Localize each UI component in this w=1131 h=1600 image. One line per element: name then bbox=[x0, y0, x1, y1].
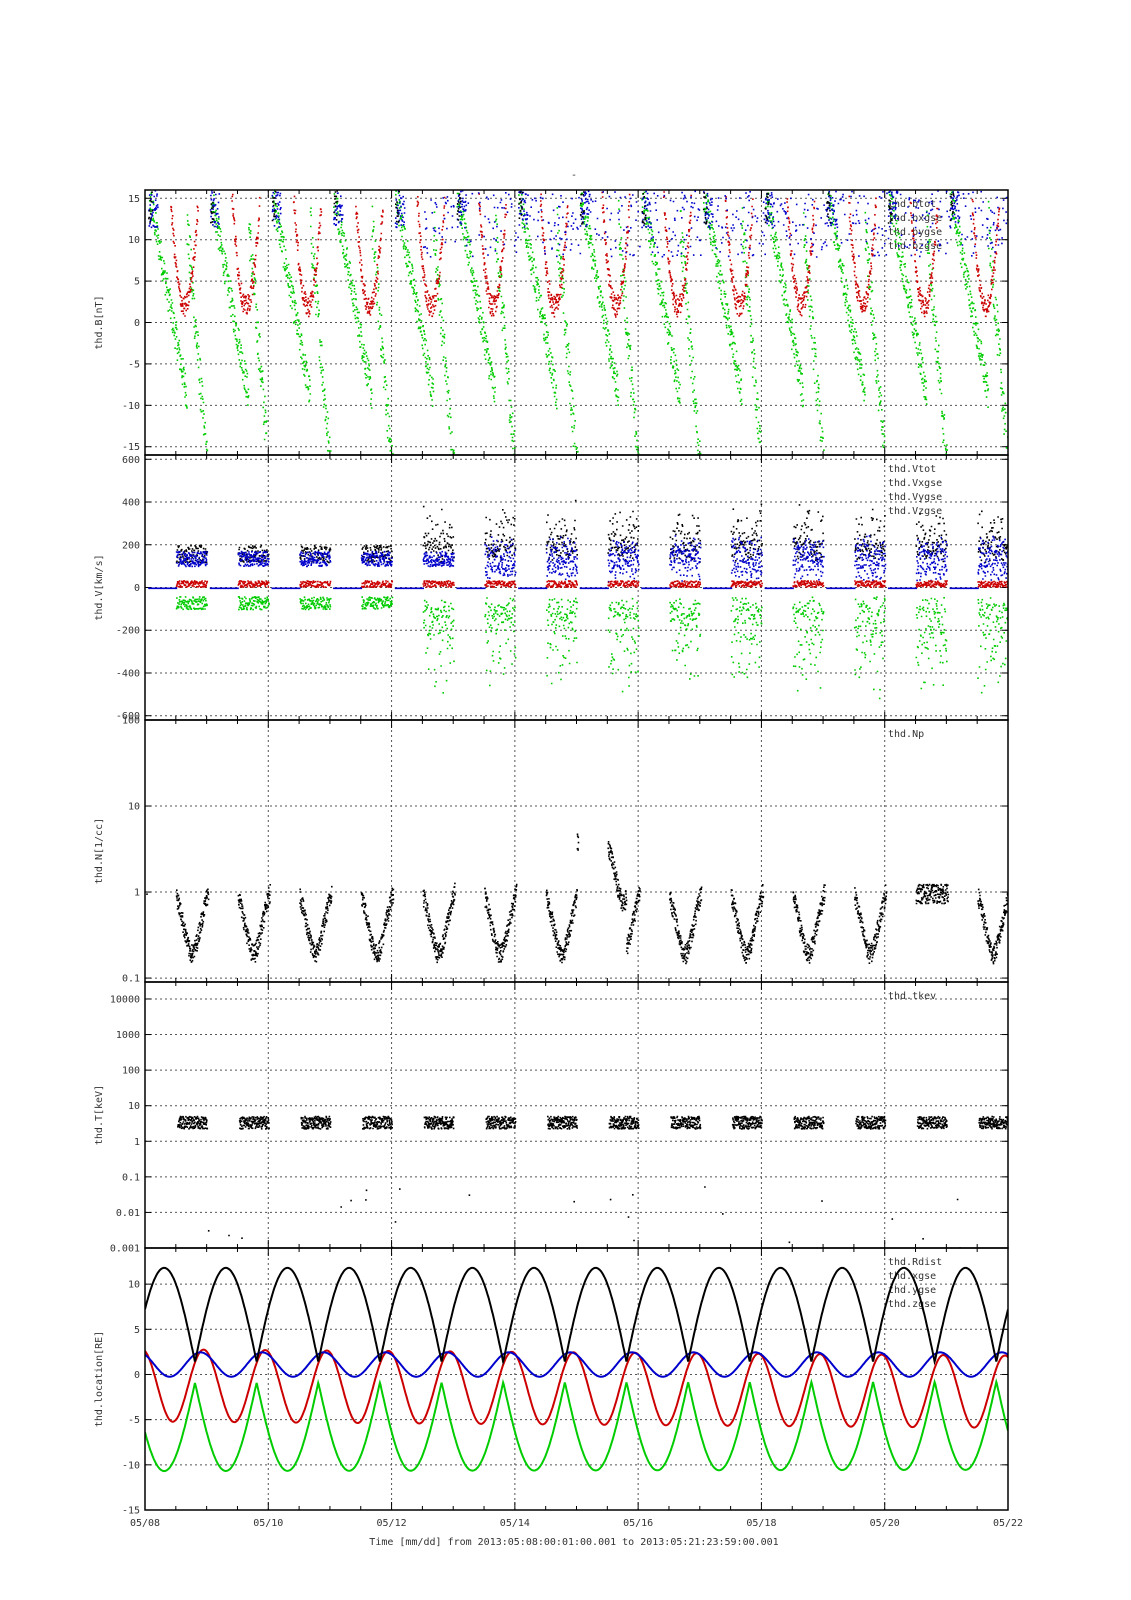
y-tick-label: 200 bbox=[122, 540, 140, 551]
y-tick-label: 1 bbox=[134, 888, 140, 899]
y-tick-label: -10 bbox=[122, 401, 140, 412]
top-mark: - bbox=[571, 170, 577, 181]
legend-entry: thd.btot bbox=[888, 199, 936, 210]
y-tick-label: 10 bbox=[128, 235, 140, 246]
panel-2: 600 400 200 0 -200 -400 -600 thd.V[km/s] thd.Vto… bbox=[94, 454, 1009, 722]
x-tick-label: 05/20 bbox=[870, 1518, 900, 1529]
x-tick-label: 05/16 bbox=[623, 1518, 653, 1529]
panel-1: 15 10 5 0 -5 -10 -15 thd.B[nT] thd.btot thd.bxgse… bbox=[94, 189, 1009, 456]
panel-data bbox=[145, 1266, 1008, 1473]
y-tick-label: 400 bbox=[122, 498, 140, 509]
x-tick-label: 05/10 bbox=[253, 1518, 283, 1529]
series-rdist bbox=[145, 1266, 1008, 1366]
series-bxgse bbox=[170, 191, 1001, 318]
y-tick-label: -200 bbox=[116, 626, 140, 637]
panel-grid bbox=[145, 1248, 1008, 1510]
y-tick-label: -5 bbox=[128, 359, 140, 370]
x-tick-label: 05/22 bbox=[993, 1518, 1023, 1529]
y-tick-label: 5 bbox=[134, 277, 140, 288]
y-tick-label: 0.001 bbox=[110, 1244, 140, 1255]
x-axis-label: Time [mm/dd] from 2013:05:08:00:01:00.00… bbox=[369, 1537, 778, 1548]
panel-data bbox=[146, 833, 1008, 965]
series-tkev bbox=[177, 1115, 1008, 1130]
y-tick-label: 0 bbox=[134, 1370, 140, 1381]
panel-data bbox=[148, 190, 1008, 455]
x-tick-label: 05/08 bbox=[130, 1518, 160, 1529]
panel-4: 10000 1000 100 10 1 0.1 0.01 0.001 thd.T[keV] thd… bbox=[94, 981, 1009, 1255]
series-vtot bbox=[175, 499, 1008, 564]
legend-entry: thd.zgse bbox=[888, 1299, 936, 1310]
series-vzgse bbox=[148, 535, 1008, 590]
y-axis-label: thd.B[nT] bbox=[94, 295, 105, 349]
y-tick-label: -10 bbox=[122, 1460, 140, 1471]
series-bzgse bbox=[148, 190, 1008, 258]
panel-frame bbox=[144, 1247, 1009, 1511]
legend-entry: thd.bzgse bbox=[888, 241, 942, 252]
panel-grid bbox=[145, 720, 1008, 982]
y-tick-label: -5 bbox=[128, 1415, 140, 1426]
x-tick-label: 05/14 bbox=[500, 1518, 530, 1529]
y-tick-label: 10000 bbox=[110, 994, 140, 1005]
panel-grid bbox=[145, 982, 1008, 1248]
y-tick-label: -15 bbox=[122, 1506, 140, 1517]
y-tick-label: 0.1 bbox=[122, 974, 140, 985]
y-tick-label: 10 bbox=[128, 1101, 140, 1112]
y-tick-label: 0.1 bbox=[122, 1172, 140, 1183]
panel-data bbox=[177, 1115, 1008, 1248]
series-zgse bbox=[145, 1351, 1008, 1378]
legend-entry: thd.Vtot bbox=[888, 464, 936, 475]
y-tick-label: 1000 bbox=[116, 1030, 140, 1041]
legend-entry: thd.Vygse bbox=[888, 492, 942, 503]
series-np bbox=[146, 833, 1008, 965]
panel-grid bbox=[145, 190, 1008, 455]
y-tick-label: 15 bbox=[128, 194, 140, 205]
y-axis-label: thd.V[km/s] bbox=[94, 554, 105, 620]
y-tick-label: -15 bbox=[122, 442, 140, 453]
legend-entry: thd.Np bbox=[888, 729, 924, 740]
legend-entry: thd.Rdist bbox=[888, 1257, 942, 1268]
y-tick-label: -600 bbox=[116, 711, 140, 722]
y-tick-label: 10 bbox=[128, 1280, 140, 1291]
y-tick-label: 10 bbox=[128, 802, 140, 813]
y-tick-label: 0 bbox=[134, 318, 140, 329]
y-tick-label: 0.01 bbox=[116, 1208, 140, 1219]
x-tick-label: 05/12 bbox=[377, 1518, 407, 1529]
panel-frame bbox=[144, 719, 1009, 983]
legend-entry: thd.bxgse bbox=[888, 213, 942, 224]
y-axis-label: thd.N[1/cc] bbox=[94, 818, 105, 884]
y-tick-label: 0 bbox=[134, 583, 140, 594]
series-bygse bbox=[148, 190, 1008, 455]
panel-data bbox=[148, 499, 1008, 700]
series-ygse bbox=[145, 1377, 1008, 1473]
series-vygse bbox=[175, 596, 1008, 700]
y-tick-label: 100 bbox=[122, 716, 140, 727]
y-axis-label: thd.location[RE] bbox=[94, 1331, 105, 1427]
panel-3: 100 10 1 0.1 thd.N[1/cc] thd.Np bbox=[94, 716, 1009, 985]
panel-5: 10 5 0 -5 -10 -15 thd.location[RE] thd.Rdist thd… bbox=[94, 1247, 1009, 1517]
y-tick-label: -400 bbox=[116, 668, 140, 679]
y-axis-label: thd.T[keV] bbox=[94, 1085, 105, 1145]
y-tick-label: 1 bbox=[134, 1137, 140, 1148]
legend-entry: thd.tkev bbox=[888, 991, 936, 1002]
y-tick-label: 600 bbox=[122, 455, 140, 466]
panel-frame bbox=[144, 981, 1009, 1249]
legend-entry: thd.Vxgse bbox=[888, 478, 942, 489]
legend-entry: thd.bygse bbox=[888, 227, 942, 238]
legend-entry: thd.Vzgse bbox=[888, 506, 942, 517]
x-tick-label: 05/18 bbox=[746, 1518, 776, 1529]
series-vxgse bbox=[175, 580, 1008, 588]
legend-entry: thd.ygse bbox=[888, 1285, 936, 1296]
y-tick-label: 5 bbox=[134, 1325, 140, 1336]
series-tkev-low bbox=[207, 1186, 961, 1248]
y-tick-label: 100 bbox=[122, 1066, 140, 1077]
